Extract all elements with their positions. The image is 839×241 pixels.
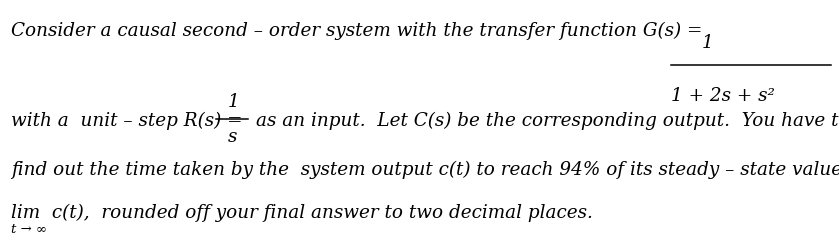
Text: find out the time taken by the  system output c(t) to reach 94% of its steady – : find out the time taken by the system ou…: [11, 161, 839, 179]
Text: as an input.  Let C(s) be the corresponding output.  You have to: as an input. Let C(s) be the correspondi…: [256, 111, 839, 130]
Text: lim  c(t),  rounded off your final answer to two decimal places.: lim c(t), rounded off your final answer …: [11, 204, 593, 222]
Text: 1 + 2s + s²: 1 + 2s + s²: [671, 87, 775, 105]
Text: t → ∞: t → ∞: [11, 223, 47, 236]
Text: s: s: [227, 128, 237, 146]
Text: with a  unit – step R(s) =: with a unit – step R(s) =: [11, 111, 242, 130]
Text: Consider a causal second – order system with the transfer function G(s) =: Consider a causal second – order system …: [11, 22, 702, 40]
Text: 1: 1: [701, 34, 713, 52]
Text: 1: 1: [227, 94, 239, 111]
